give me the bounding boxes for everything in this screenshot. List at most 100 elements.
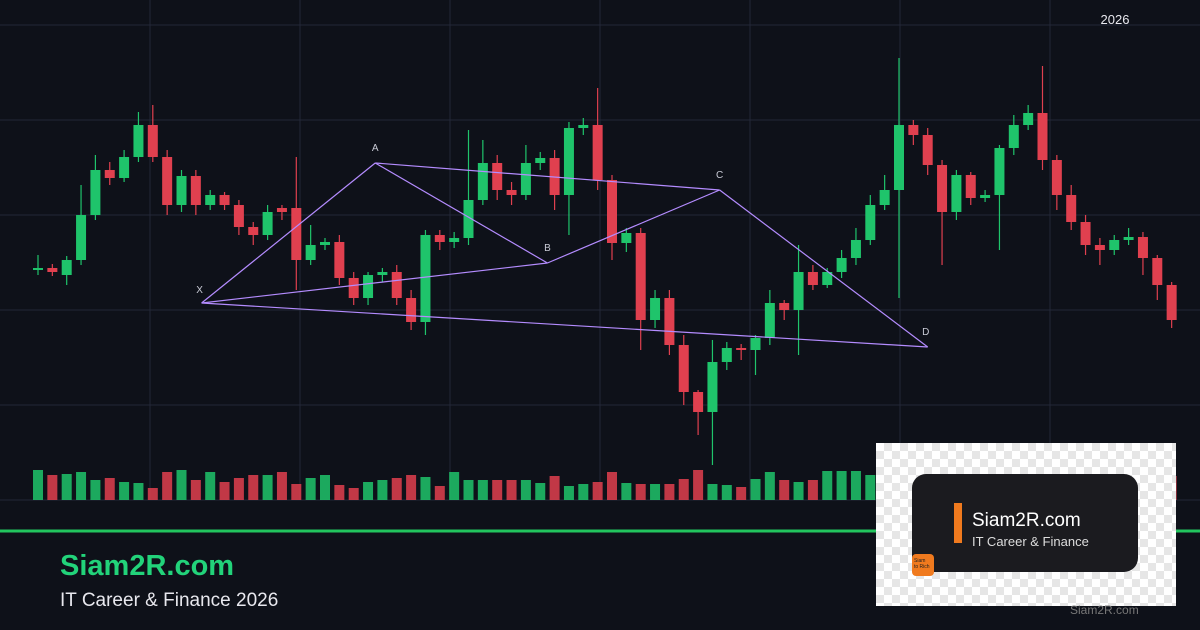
year-label: 2026	[1101, 12, 1130, 27]
candle-body	[205, 195, 216, 205]
volume-bar	[291, 484, 302, 500]
volume-bar	[621, 483, 632, 500]
candle-body	[721, 348, 732, 362]
candle-body	[291, 208, 302, 260]
candle-body	[980, 195, 991, 198]
badge-text: to Rich	[914, 564, 930, 570]
candle-body	[262, 212, 273, 235]
volume-bar	[219, 482, 230, 500]
volume-bar	[334, 485, 345, 500]
volume-bar	[406, 475, 417, 500]
volume-bar	[549, 476, 560, 500]
candle-body	[363, 275, 374, 298]
volume-bar	[578, 484, 589, 500]
candle-body	[477, 163, 488, 200]
volume-bar	[119, 482, 130, 500]
volume-bar	[104, 478, 115, 500]
candle-body	[1066, 195, 1077, 222]
candle-body	[248, 227, 259, 235]
volume-bar	[492, 480, 503, 500]
candle-body	[391, 272, 402, 298]
candle-body	[420, 235, 431, 322]
pattern-label: C	[716, 170, 723, 181]
logo-subtitle: IT Career & Finance	[972, 534, 1089, 549]
candle-body	[664, 298, 675, 345]
pattern-label: D	[922, 327, 929, 338]
volume-bar	[133, 483, 144, 500]
pattern-label: A	[372, 143, 379, 154]
volume-bar	[320, 475, 330, 500]
candle-body	[133, 125, 144, 157]
logo-badge: Siam to Rich	[912, 554, 934, 576]
volume-bar	[391, 478, 402, 500]
pattern-line	[374, 162, 548, 264]
logo: Siam2R.com IT Career & Finance Siam to Ri…	[876, 443, 1176, 606]
pattern-label: X	[196, 285, 203, 296]
candle-body	[176, 176, 187, 205]
candle-body	[563, 128, 574, 195]
volume-bar	[650, 484, 661, 500]
volume-bar	[520, 480, 531, 500]
candle-body	[822, 272, 833, 285]
candle-body	[1166, 285, 1177, 320]
candle-body	[965, 175, 976, 198]
volume-bar	[233, 478, 244, 500]
candle-body	[779, 303, 790, 310]
volume-bar	[262, 475, 273, 500]
candle-body	[520, 163, 531, 195]
candle-body	[922, 135, 933, 165]
candle-body	[119, 157, 130, 178]
volume-bar	[592, 482, 603, 500]
volume-bar	[463, 480, 474, 500]
candle-body	[635, 233, 646, 320]
candle-body	[764, 303, 775, 338]
volume-bar	[190, 480, 201, 500]
candle-body	[61, 260, 72, 275]
pattern-line	[201, 162, 376, 304]
volume-bar	[750, 479, 761, 500]
candle-body	[894, 125, 904, 190]
logo-title: Siam2R.com	[972, 510, 1081, 531]
candle-body	[807, 272, 818, 285]
candle-body	[678, 345, 689, 392]
volume-bar	[506, 480, 517, 500]
candle-body	[836, 258, 847, 272]
candle-body	[104, 170, 115, 178]
candle-body	[219, 195, 230, 205]
candle-body	[621, 233, 632, 243]
candle-body	[406, 298, 417, 322]
candle-body	[305, 245, 316, 260]
candle-body	[850, 240, 861, 258]
volume-bar	[420, 477, 431, 500]
candle-body	[736, 348, 747, 350]
brand-title: Siam2R.com	[60, 550, 235, 582]
candle-body	[190, 176, 201, 205]
pattern-line	[201, 302, 928, 348]
volume-bar	[348, 488, 359, 500]
volume-bar	[377, 480, 388, 500]
volume-bar	[707, 484, 718, 500]
volume-bar	[90, 480, 101, 500]
candle-body	[1080, 222, 1091, 245]
candle-body	[578, 125, 589, 128]
volume-bar	[563, 486, 574, 500]
volume-bar	[276, 472, 287, 500]
volume-bar	[822, 471, 833, 500]
candle-body	[693, 392, 704, 412]
candle-body	[1008, 125, 1019, 148]
candle-body	[233, 205, 244, 227]
volume-bar	[176, 470, 187, 500]
pattern-line	[719, 189, 929, 348]
pattern-label: B	[544, 243, 551, 254]
candle-body	[592, 125, 603, 180]
candle-body	[1137, 237, 1148, 258]
volume-bar	[850, 471, 861, 500]
candle-body	[463, 200, 474, 238]
brand-subtitle: IT Career & Finance 2026	[60, 590, 279, 611]
candle-body	[951, 175, 962, 212]
candle-body	[908, 125, 919, 135]
pattern-line	[201, 262, 548, 304]
volume-bar	[76, 472, 87, 500]
volume-bar	[477, 480, 488, 500]
grid	[0, 0, 1200, 501]
